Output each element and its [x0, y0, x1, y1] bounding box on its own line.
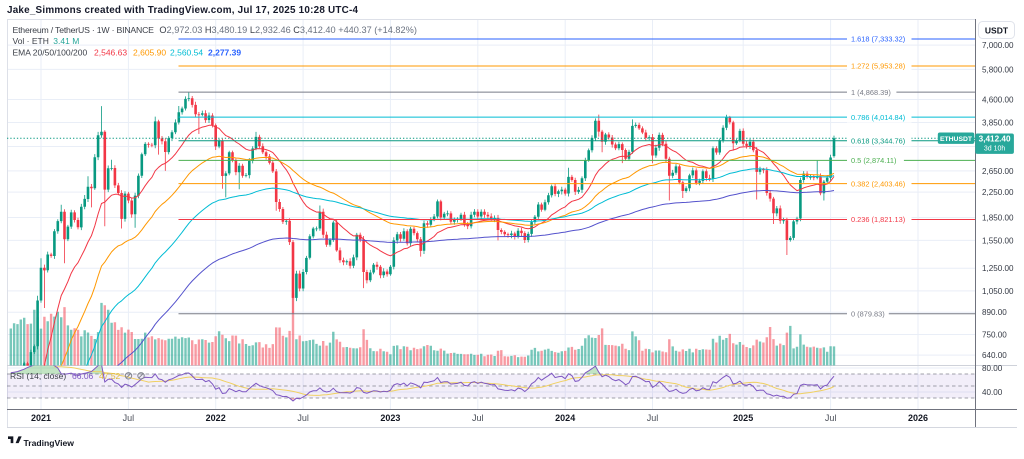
svg-text:2023: 2023	[380, 413, 400, 423]
svg-text:1.618 (7,333.32): 1.618 (7,333.32)	[851, 35, 905, 44]
svg-text:2,250.00: 2,250.00	[982, 188, 1014, 197]
svg-text:Ethereum / TetherUS · 1W · BIN: Ethereum / TetherUS · 1W · BINANCE	[13, 25, 155, 35]
svg-text:3,412.40: 3,412.40	[979, 135, 1011, 144]
svg-text:O2,972.03 H3,480.19 L2,932.46: O2,972.03 H3,480.19 L2,932.46 C3,412.40 …	[159, 25, 416, 35]
svg-text:0.786 (4,014.84): 0.786 (4,014.84)	[851, 113, 905, 122]
svg-text:47.52: 47.52	[99, 371, 121, 381]
svg-text:0.5 (2,874.11): 0.5 (2,874.11)	[851, 156, 896, 165]
svg-text:0.618 (3,344.76): 0.618 (3,344.76)	[851, 137, 905, 146]
svg-text:Vol · ETH: Vol · ETH	[13, 36, 49, 46]
svg-text:2021: 2021	[31, 413, 51, 423]
svg-text:0.236 (1,821.13): 0.236 (1,821.13)	[851, 215, 905, 224]
svg-text:EMA 20/50/100/200: EMA 20/50/100/200	[13, 48, 88, 58]
svg-text:2026: 2026	[908, 413, 928, 423]
svg-text:7,000.00: 7,000.00	[982, 41, 1014, 50]
svg-text:1,250.00: 1,250.00	[982, 264, 1014, 273]
svg-text:2,650.00: 2,650.00	[982, 167, 1014, 176]
svg-text:ETHUSDT: ETHUSDT	[940, 136, 973, 143]
svg-text:3d 10h: 3d 10h	[984, 146, 1006, 153]
svg-text:4,600.00: 4,600.00	[982, 95, 1014, 104]
svg-text:1.272 (5,953.28): 1.272 (5,953.28)	[851, 62, 905, 71]
svg-text:1,850.00: 1,850.00	[982, 213, 1014, 222]
svg-text:5,800.00: 5,800.00	[982, 65, 1014, 74]
svg-text:RSI (14, close): RSI (14, close)	[10, 371, 66, 381]
svg-text:2025: 2025	[733, 413, 753, 423]
svg-text:USDT: USDT	[985, 26, 1009, 36]
svg-text:890.00: 890.00	[982, 308, 1007, 317]
svg-text:2,546.63: 2,546.63	[94, 48, 127, 58]
svg-text:2022: 2022	[206, 413, 226, 423]
svg-text:TradingView: TradingView	[24, 438, 75, 448]
svg-text:2024: 2024	[555, 413, 575, 423]
svg-text:40.00: 40.00	[982, 388, 1003, 397]
svg-text:Jul: Jul	[825, 413, 837, 423]
svg-text:750.00: 750.00	[982, 330, 1007, 339]
svg-text:Jul: Jul	[647, 413, 659, 423]
svg-text:0.382 (2,403.46): 0.382 (2,403.46)	[851, 179, 905, 188]
svg-text:3.41 M: 3.41 M	[53, 36, 79, 46]
svg-text:1,050.00: 1,050.00	[982, 287, 1014, 296]
svg-text:80.00: 80.00	[982, 364, 1003, 373]
svg-text:0 (879.83): 0 (879.83)	[851, 310, 885, 319]
svg-text:2,605.90: 2,605.90	[133, 48, 166, 58]
svg-text:2,560.54: 2,560.54	[170, 48, 203, 58]
svg-text:Jul: Jul	[123, 413, 135, 423]
svg-text:Jake_Simmons created with Trad: Jake_Simmons created with TradingView.co…	[7, 5, 358, 16]
svg-text:Jul: Jul	[472, 413, 484, 423]
svg-text:2,277.39: 2,277.39	[208, 48, 241, 58]
svg-text:1,550.00: 1,550.00	[982, 236, 1014, 245]
svg-text:Jul: Jul	[297, 413, 309, 423]
svg-text:1 (4,868.39): 1 (4,868.39)	[851, 88, 891, 97]
svg-text:3,850.00: 3,850.00	[982, 118, 1014, 127]
svg-text:66.06: 66.06	[72, 371, 94, 381]
svg-text:640.00: 640.00	[982, 351, 1007, 360]
